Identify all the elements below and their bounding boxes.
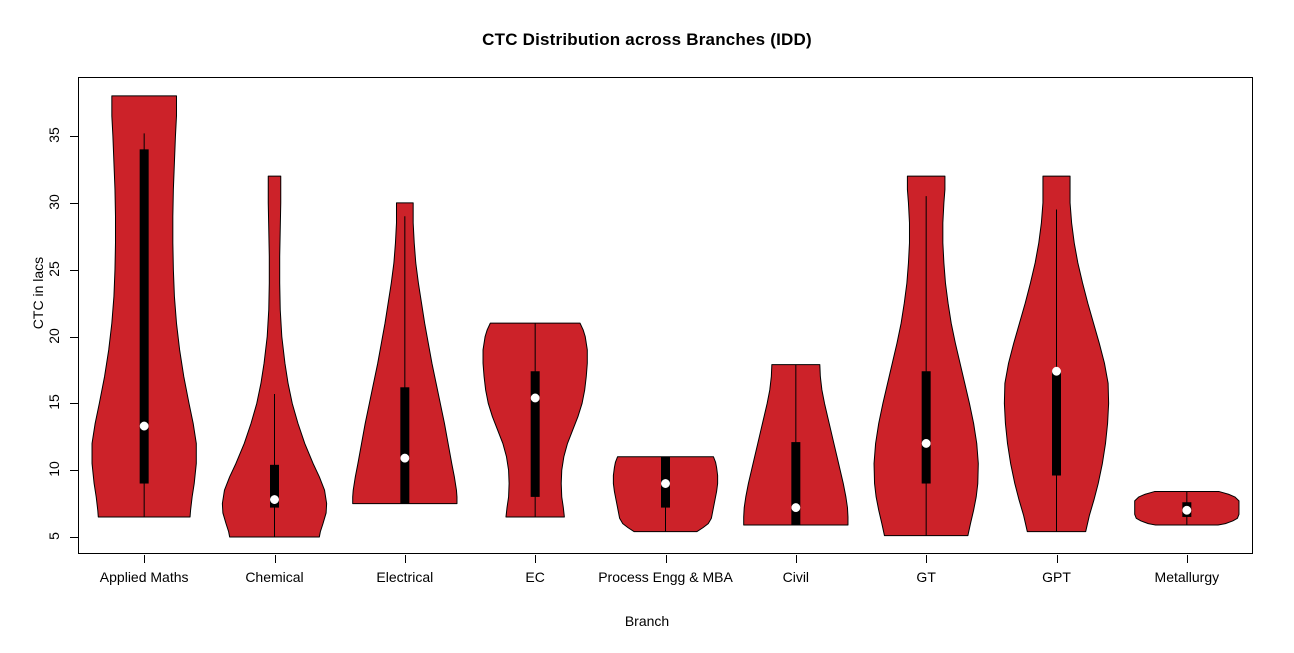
x-axis-tick-label: Civil <box>782 569 810 585</box>
median-marker <box>921 438 931 448</box>
x-axis-title: Branch <box>624 613 670 629</box>
y-axis-tick <box>70 403 78 405</box>
violin-group <box>352 202 458 505</box>
y-axis-tick-label: 10 <box>46 461 62 477</box>
x-axis-tick <box>535 555 537 563</box>
x-axis-tick <box>144 555 146 563</box>
violin-group <box>482 322 588 518</box>
x-axis-tick <box>1186 555 1188 563</box>
x-axis-tick-label: Electrical <box>376 569 434 585</box>
iqr-box <box>530 371 540 497</box>
median-marker <box>139 421 149 431</box>
x-axis-tick-label: Applied Maths <box>99 569 189 585</box>
x-axis-tick <box>1056 555 1058 563</box>
median-marker <box>400 453 410 463</box>
y-axis-tick-label: 25 <box>46 260 62 277</box>
violin-group <box>873 175 979 537</box>
y-axis-tick <box>70 470 78 472</box>
y-axis-tick <box>70 136 78 137</box>
violin-group <box>612 456 719 533</box>
violin-group <box>1134 491 1240 526</box>
y-axis-tick <box>70 537 78 538</box>
x-axis-tick-label: Chemical <box>245 569 304 585</box>
y-axis-tick-label: 35 <box>46 127 62 143</box>
violin-group <box>1003 175 1110 533</box>
violin-shape <box>221 175 328 538</box>
x-axis-tick <box>795 555 797 563</box>
y-axis-tick-label: 15 <box>46 394 62 411</box>
iqr-box <box>1052 371 1061 476</box>
chart-title: CTC Distribution across Branches (IDD) <box>482 30 812 49</box>
x-axis-tick-label: GT <box>916 569 936 585</box>
y-axis-tick <box>70 336 78 338</box>
violin-group <box>91 95 197 518</box>
violin-plot-svg <box>91 95 1240 538</box>
violin-group <box>743 364 849 526</box>
y-axis-title: CTC in lacs <box>30 256 46 330</box>
y-axis-line <box>78 77 79 554</box>
iqr-box <box>921 371 931 484</box>
violin-group <box>221 175 328 538</box>
plot-area <box>78 77 1253 554</box>
x-axis-tick-label: Metallurgy <box>1154 569 1220 585</box>
iqr-box <box>270 464 279 508</box>
iqr-box <box>400 387 410 504</box>
x-axis-tick-label: GPT <box>1042 569 1071 585</box>
y-axis-tick <box>70 202 78 204</box>
median-marker <box>661 479 670 488</box>
x-axis-tick <box>926 555 928 563</box>
median-marker <box>1052 366 1061 376</box>
y-axis-tick-label: 5 <box>46 532 62 540</box>
x-axis-tick-label: EC <box>525 569 545 585</box>
x-axis-tick-label: Process Engg & MBA <box>598 569 733 585</box>
x-axis-tick <box>665 555 667 563</box>
median-marker <box>791 503 801 513</box>
median-marker <box>270 495 279 505</box>
y-axis-tick-label: 30 <box>46 194 62 210</box>
x-axis-tick <box>274 555 276 563</box>
iqr-box <box>139 149 149 484</box>
iqr-box <box>791 442 801 525</box>
y-axis-tick-label: 20 <box>46 327 62 344</box>
y-axis-tick <box>70 269 78 271</box>
median-marker <box>530 393 540 403</box>
x-axis-tick <box>404 555 406 563</box>
median-marker <box>1182 505 1192 515</box>
